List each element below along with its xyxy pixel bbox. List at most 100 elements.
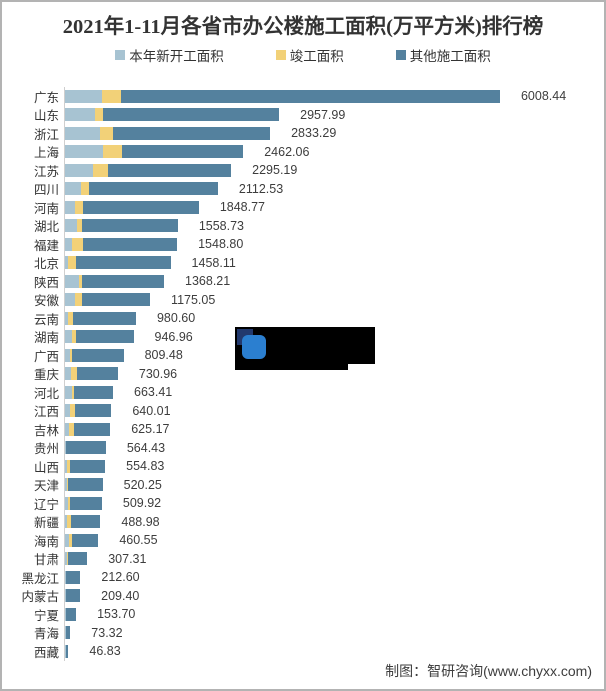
bar-segment-new-started — [65, 200, 75, 214]
legend-swatch-new-started — [115, 50, 126, 61]
bar-track: 460.55 — [64, 531, 604, 550]
legend-label: 竣工面积 — [289, 49, 344, 65]
bar-row: 山西 554.83 — [2, 457, 604, 476]
bar-segment-completed — [77, 219, 82, 233]
bar-segment-new-started — [65, 367, 71, 381]
bar-segment-completed — [72, 237, 83, 251]
value-label: 1548.80 — [198, 237, 244, 252]
bar-segment-new-started — [65, 552, 68, 566]
bar-segment-new-started — [65, 422, 69, 436]
bar-track: 564.43 — [64, 438, 604, 457]
bar-segment-new-started — [65, 478, 68, 492]
bar-segment-other — [76, 256, 171, 270]
bar-track: 1848.77 — [64, 198, 604, 217]
category-label: 江苏 — [33, 164, 59, 179]
bar-segment-other — [82, 293, 151, 307]
category-label: 内蒙古 — [21, 590, 59, 605]
value-label: 663.41 — [134, 385, 173, 400]
credit-text: 制图：智研咨询(www.chyxx.com) — [385, 663, 592, 679]
bar-segment-new-started — [65, 626, 66, 640]
bar-segment-other — [65, 570, 81, 584]
bar-row: 浙江 2833.29 — [2, 124, 604, 143]
category-label: 山东 — [33, 109, 59, 124]
watermark-strip — [235, 360, 348, 370]
bar-segment-new-started — [65, 274, 79, 288]
value-label: 488.98 — [121, 514, 160, 529]
category-label: 重庆 — [33, 368, 59, 383]
legend-item-new-started: 本年新开工面积 — [115, 45, 224, 65]
bar-segment-new-started — [65, 237, 73, 251]
bar-segment-other — [76, 330, 134, 344]
bar-track: 2462.06 — [64, 142, 604, 161]
bar-segment-other — [70, 515, 101, 529]
bar-row: 吉林 625.17 — [2, 420, 604, 439]
bar-row: 贵州 564.43 — [2, 438, 604, 457]
bar-segment-completed — [69, 533, 72, 547]
category-label: 吉林 — [33, 423, 59, 438]
chart-title: 2021年1-11月各省市办公楼施工面积(万平方米)排行榜 — [62, 16, 544, 38]
bar-segment-other — [66, 441, 106, 455]
bar-segment-completed — [68, 496, 70, 510]
bar-row: 湖北 1558.73 — [2, 216, 604, 235]
value-label: 1558.73 — [198, 218, 245, 233]
bar-row: 江苏 2295.19 — [2, 161, 604, 180]
value-label: 2957.99 — [300, 107, 346, 122]
bar-segment-new-started — [65, 182, 81, 196]
category-label: 广东 — [33, 90, 59, 105]
value-label: 460.55 — [119, 533, 158, 548]
bar-segment-new-started — [65, 589, 66, 603]
bar-segment-other — [89, 182, 218, 196]
legend: 本年新开工面积 竣工面积 其他施工面积 — [2, 46, 604, 64]
bar-segment-other — [82, 200, 199, 214]
bar-segment-other — [71, 348, 124, 362]
bar-track: 212.60 — [64, 568, 604, 587]
bar-segment-new-started — [65, 441, 67, 455]
bar-row: 甘肃 307.31 — [2, 549, 604, 568]
bar-track: 625.17 — [64, 420, 604, 439]
category-label: 浙江 — [33, 127, 59, 142]
bar-segment-other — [71, 533, 99, 547]
value-label: 1368.21 — [185, 274, 231, 289]
bar-row: 四川 2112.53 — [2, 179, 604, 198]
bar-track: 946.96 — [64, 327, 604, 346]
bar-segment-other — [74, 385, 113, 399]
bar-row: 江西 640.01 — [2, 401, 604, 420]
value-label: 2112.53 — [238, 181, 284, 196]
bar-segment-new-started — [65, 256, 69, 270]
bar-row: 河北 663.41 — [2, 383, 604, 402]
bar-segment-new-started — [65, 145, 103, 159]
bar-row: 山东 2957.99 — [2, 105, 604, 124]
legend-label: 本年新开工面积 — [129, 49, 224, 65]
bar-track: 488.98 — [64, 512, 604, 531]
bar-segment-new-started — [65, 459, 68, 473]
bar-row: 辽宁 509.92 — [2, 494, 604, 513]
bar-segment-other — [120, 89, 500, 103]
category-label: 河北 — [33, 386, 59, 401]
category-label: 贵州 — [33, 442, 59, 457]
bar-track: 509.92 — [64, 494, 604, 513]
bar-track: 1558.73 — [64, 216, 604, 235]
bar-track: 663.41 — [64, 383, 604, 402]
bar-segment-completed — [103, 145, 123, 159]
value-label: 946.96 — [154, 329, 193, 344]
bar-segment-completed — [80, 182, 90, 196]
bar-row: 安徽 1175.05 — [2, 290, 604, 309]
bar-segment-new-started — [65, 330, 73, 344]
bar-track: 520.25 — [64, 475, 604, 494]
bar-track: 6008.44 — [64, 87, 604, 106]
value-label: 509.92 — [122, 496, 162, 511]
bar-track: 307.31 — [64, 549, 604, 568]
bar-row: 西藏 46.83 — [2, 642, 604, 661]
bar-row: 天津 520.25 — [2, 475, 604, 494]
category-label: 山西 — [33, 460, 59, 475]
bar-row: 云南 980.60 — [2, 309, 604, 328]
bar-segment-other — [65, 644, 69, 658]
bar-track: 46.83 — [64, 642, 604, 661]
category-label: 云南 — [33, 312, 59, 327]
bar-segment-completed — [74, 200, 83, 214]
bar-track: 1458.11 — [64, 253, 604, 272]
bar-segment-other — [68, 478, 103, 492]
category-label: 湖南 — [33, 331, 59, 346]
bar-segment-completed — [74, 293, 83, 307]
category-label: 甘肃 — [33, 553, 59, 568]
